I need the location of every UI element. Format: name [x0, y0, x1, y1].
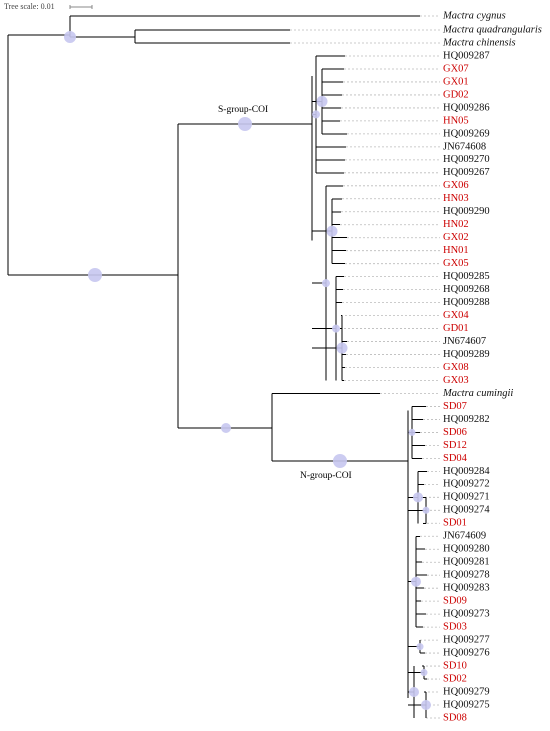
leaf-label: HQ009277	[443, 635, 490, 646]
leaf-label: HQ009274	[443, 505, 490, 516]
s-subclade-node	[312, 110, 320, 119]
leaf-label: SD08	[443, 712, 467, 723]
leaf-label: HQ009269	[443, 128, 490, 139]
leaf-label: GD02	[443, 89, 469, 100]
leaf-label: SD10	[443, 660, 467, 671]
leaf-label: HQ009276	[443, 647, 490, 658]
leaf-label: HN01	[443, 245, 469, 256]
leaf-label: HQ009273	[443, 609, 490, 620]
s-subclade-node	[332, 324, 340, 333]
leaf-label: HQ009285	[443, 271, 490, 282]
leaf-label: HQ009282	[443, 414, 490, 425]
leaf-label: JN674608	[443, 141, 486, 152]
node-cumingii-n	[221, 423, 231, 433]
leaf-label: SD01	[443, 518, 467, 529]
leaf-label: SD02	[443, 673, 467, 684]
leaf-label: Mactra cumingii	[442, 388, 513, 399]
s-subclade-node	[336, 342, 348, 354]
node-n-group	[333, 454, 347, 468]
leaf-label: JN674609	[443, 531, 486, 542]
node-outgroup	[64, 31, 76, 43]
leaf-guide-lines	[290, 15, 440, 719]
n-subclade-node	[411, 576, 421, 587]
leaf-label: SD04	[443, 453, 468, 464]
leaf-label: GD01	[443, 323, 469, 334]
leaf-label: HQ009267	[443, 167, 490, 178]
s-subclade-node	[326, 225, 338, 237]
leaf-label: HN02	[443, 219, 469, 230]
leaf-label: HQ009286	[443, 102, 490, 113]
n-subclade-node	[413, 492, 423, 503]
leaf-label: SD09	[443, 596, 467, 607]
leaf-label: GX07	[443, 63, 469, 74]
leaf-label: HQ009278	[443, 570, 490, 581]
leaf-label: HN03	[443, 193, 469, 204]
leaf-label: GX02	[443, 232, 469, 243]
leaf-label: SD06	[443, 427, 467, 438]
leaf-label: GX05	[443, 258, 469, 269]
leaf-label: GX04	[443, 310, 469, 321]
leaf-label: HQ009281	[443, 557, 490, 568]
n-subclade-node	[416, 643, 424, 651]
n-subclade-node	[409, 687, 419, 698]
leaf-label: Mactra cygnus	[442, 10, 506, 21]
leaf-label: HQ009287	[443, 50, 490, 61]
leaf-label: HQ009284	[443, 466, 490, 477]
s-subclade-node	[322, 279, 330, 288]
leaf-label: SD03	[443, 622, 467, 633]
leaf-label: Mactra chinensis	[442, 37, 516, 48]
leaf-label: HN05	[443, 115, 469, 126]
leaf-label: HQ009290	[443, 206, 490, 217]
s-subclade-node	[316, 95, 328, 107]
support-nodes	[64, 31, 431, 710]
leaf-label: HQ009275	[443, 699, 490, 710]
tree-scale-bar	[69, 5, 93, 9]
tree-scale-label: Tree scale: 0.01	[4, 2, 55, 11]
n-subclade-node	[422, 506, 430, 514]
leaf-label: GX01	[443, 76, 469, 87]
leaf-labels: Mactra cygnus Mactra quadrangularis Mactra…	[442, 10, 542, 723]
leaf-label: HQ009272	[443, 479, 490, 490]
n-subclade-node	[420, 669, 428, 677]
leaf-label: SD12	[443, 440, 467, 451]
leaf-label: GX03	[443, 375, 469, 386]
leaf-label: Mactra quadrangularis	[442, 24, 542, 35]
n-subclade-node	[421, 700, 431, 710]
leaf-label: HQ009270	[443, 154, 490, 165]
leaf-label: HQ009279	[443, 686, 490, 697]
leaf-label: HQ009268	[443, 284, 490, 295]
n-subclade-node	[408, 428, 416, 436]
leaf-label: HQ009288	[443, 297, 490, 308]
node-ingroup	[88, 268, 102, 282]
s-group-label: S-group-COI	[218, 105, 268, 115]
leaf-label: JN674607	[443, 336, 486, 347]
n-group-label: N-group-COI	[300, 471, 352, 481]
leaf-label: GX08	[443, 362, 469, 373]
node-s-group	[238, 117, 252, 131]
leaf-label: HQ009280	[443, 544, 490, 555]
leaf-label: SD07	[443, 401, 467, 412]
leaf-label: GX06	[443, 180, 469, 191]
leaf-label: HQ009283	[443, 583, 490, 594]
leaf-label: HQ009289	[443, 349, 490, 360]
leaf-label: HQ009271	[443, 492, 490, 503]
